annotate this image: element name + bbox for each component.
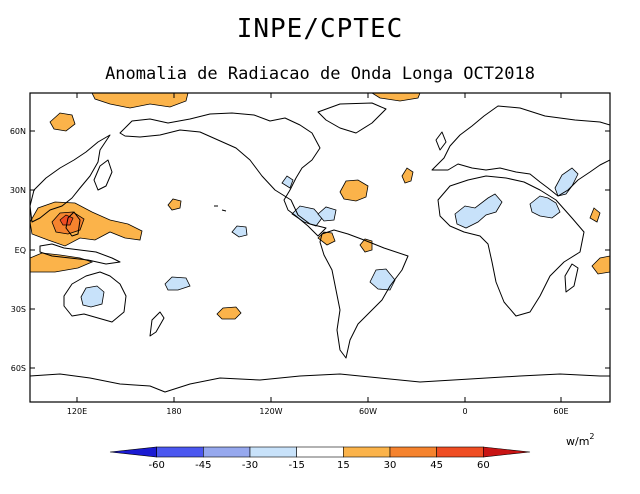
lon-label-60w: 60W	[359, 407, 377, 416]
caribbean-negative-region	[317, 206, 337, 222]
colorbar-tick-label: -15	[288, 460, 304, 471]
asia-coastline	[30, 134, 111, 223]
colorbar-tick-label: 15	[337, 460, 350, 471]
lat-label-60n: 60N	[10, 127, 26, 136]
alaska-positive-region	[49, 112, 76, 132]
arctic-positive-region-2	[371, 93, 421, 102]
map-frame	[29, 92, 611, 403]
colorbar-swatch	[483, 446, 531, 458]
europe-coastline	[431, 105, 610, 197]
arabian-positive-region	[589, 207, 601, 223]
australia-negative-region	[80, 285, 105, 308]
philippines-coastline	[65, 211, 81, 237]
new-zealand-coastline	[149, 311, 165, 337]
western-pacific-positive-region	[30, 201, 143, 247]
lon-label-120e: 120E	[67, 407, 87, 416]
hawaii-coastline	[214, 205, 227, 212]
pacific-negative-blob	[231, 225, 248, 238]
colorbar-tick-label: 45	[430, 460, 443, 471]
colorbar-tick-label: -45	[195, 460, 211, 471]
madagascar-coastline	[564, 263, 579, 293]
lat-label-60s: 60S	[11, 364, 26, 373]
colorbar-tick-label: -30	[242, 460, 258, 471]
africa-coastline	[437, 175, 585, 317]
lon-label-60e: 60E	[553, 407, 568, 416]
western-pacific-peak	[59, 214, 74, 226]
japan-coastline	[93, 159, 113, 191]
colorbar-swatch	[436, 446, 484, 458]
arctic-positive-region	[91, 93, 189, 109]
europe-positive-region	[401, 167, 414, 184]
colorbar-swatch	[203, 446, 251, 458]
colorbar-swatch	[389, 446, 437, 458]
us-negative-region	[281, 175, 294, 189]
indonesia-positive-region	[30, 252, 94, 273]
units-text: w/m	[566, 435, 590, 448]
australia-coastline	[63, 271, 127, 323]
colorbar-swatch	[156, 446, 204, 458]
central-pacific-negative-blob	[164, 276, 191, 291]
south-pacific-positive-region	[216, 306, 242, 320]
east-africa-negative-region	[529, 195, 561, 219]
greenland-coastline	[317, 102, 387, 134]
lat-label-30s: 30S	[11, 305, 26, 314]
units-exponent: 2	[589, 432, 595, 441]
colorbar-swatch	[296, 446, 344, 458]
colorbar-swatch	[109, 446, 157, 458]
west-africa-negative-region	[454, 193, 503, 229]
units-label: w/m2	[566, 432, 595, 448]
uk-coastline	[435, 131, 447, 151]
colorbar-tick-label: 60	[477, 460, 490, 471]
antarctica-coastline	[30, 373, 610, 393]
lat-label-30n: 30N	[10, 186, 26, 195]
north-atlantic-positive-region	[339, 179, 369, 202]
lat-label-eq: EQ	[15, 246, 26, 255]
map-title: INPE/CPTEC	[236, 14, 404, 44]
colorbar: -60 -45 -30 -15 15 30 45 60	[109, 446, 531, 471]
colombia-positive-region	[317, 231, 336, 246]
colorbar-tick-label: -60	[148, 460, 164, 471]
colorbar-tick-label: 30	[384, 460, 397, 471]
lon-label-120w: 120W	[259, 407, 282, 416]
lon-label-180: 180	[166, 407, 181, 416]
indonesia-coastline	[39, 243, 121, 265]
map-subtitle: Anomalia de Radiacao de Onda Longa OCT20…	[105, 64, 535, 84]
indian-ocean-positive-region	[591, 255, 610, 275]
colorbar-swatch	[343, 446, 391, 458]
lon-label-0: 0	[462, 407, 467, 416]
colorbar-swatch	[249, 446, 297, 458]
map-background	[30, 93, 610, 402]
south-america-coastline	[319, 229, 409, 359]
pacific-positive-blob	[167, 198, 182, 211]
north-america-coastline	[119, 112, 327, 237]
